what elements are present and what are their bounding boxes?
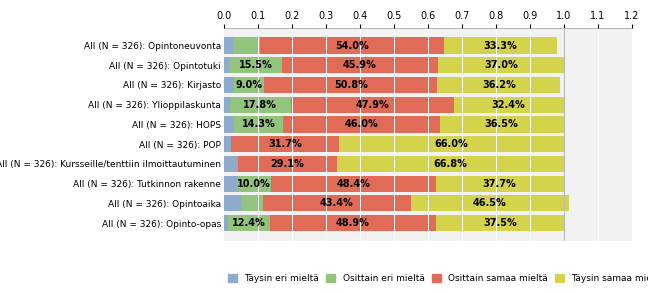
Text: 12.4%: 12.4% bbox=[232, 218, 266, 228]
Bar bbox=[282, 57, 438, 73]
Bar bbox=[454, 97, 564, 113]
Bar bbox=[270, 215, 436, 231]
Bar bbox=[224, 156, 238, 172]
Bar bbox=[229, 57, 282, 73]
Bar bbox=[439, 117, 564, 133]
Text: 15.5%: 15.5% bbox=[238, 60, 272, 70]
Bar bbox=[224, 77, 234, 93]
Text: 31.7%: 31.7% bbox=[268, 139, 302, 149]
Bar bbox=[230, 97, 290, 113]
Bar bbox=[224, 57, 229, 73]
Bar bbox=[336, 156, 564, 172]
Text: 43.4%: 43.4% bbox=[320, 198, 354, 208]
Bar bbox=[224, 215, 227, 231]
Bar bbox=[435, 175, 564, 192]
Bar bbox=[224, 97, 230, 113]
Text: 50.8%: 50.8% bbox=[334, 80, 367, 90]
Text: 37.7%: 37.7% bbox=[483, 179, 516, 189]
Bar bbox=[235, 117, 283, 133]
Text: 10.0%: 10.0% bbox=[237, 179, 271, 189]
Bar bbox=[444, 37, 557, 54]
Text: 48.9%: 48.9% bbox=[336, 218, 370, 228]
Text: 45.9%: 45.9% bbox=[343, 60, 376, 70]
Text: 46.0%: 46.0% bbox=[345, 119, 378, 129]
Text: 17.8%: 17.8% bbox=[244, 100, 277, 110]
Bar bbox=[436, 215, 564, 231]
Bar bbox=[283, 117, 439, 133]
Bar bbox=[224, 136, 231, 152]
Text: 66.0%: 66.0% bbox=[435, 139, 469, 149]
Text: 46.5%: 46.5% bbox=[473, 198, 507, 208]
Text: 66.8%: 66.8% bbox=[434, 159, 467, 169]
Bar bbox=[264, 77, 437, 93]
Text: 14.3%: 14.3% bbox=[242, 119, 275, 129]
Bar bbox=[227, 215, 270, 231]
Text: 37.5%: 37.5% bbox=[483, 218, 517, 228]
Bar bbox=[224, 37, 233, 54]
Bar bbox=[437, 77, 561, 93]
Bar bbox=[234, 77, 264, 93]
Bar bbox=[438, 57, 564, 73]
Bar bbox=[237, 175, 271, 192]
Bar bbox=[340, 136, 564, 152]
Text: 47.9%: 47.9% bbox=[355, 100, 389, 110]
Text: 32.4%: 32.4% bbox=[492, 100, 526, 110]
Text: 54.0%: 54.0% bbox=[335, 41, 369, 51]
Bar bbox=[271, 175, 435, 192]
Bar bbox=[224, 117, 235, 133]
Text: 37.0%: 37.0% bbox=[484, 60, 518, 70]
Bar bbox=[260, 37, 444, 54]
Bar bbox=[411, 195, 569, 211]
Bar bbox=[241, 195, 263, 211]
Bar bbox=[290, 97, 454, 113]
Bar bbox=[263, 195, 411, 211]
Text: 36.2%: 36.2% bbox=[482, 80, 516, 90]
Text: 48.4%: 48.4% bbox=[336, 179, 370, 189]
Bar bbox=[224, 175, 237, 192]
Text: 29.1%: 29.1% bbox=[270, 159, 304, 169]
Legend: Täysin eri mieltä, Osittain eri mieltä, Osittain samaa mieltä, Täysin samaa miel: Täysin eri mieltä, Osittain eri mieltä, … bbox=[228, 274, 648, 283]
Bar bbox=[233, 37, 260, 54]
Bar bbox=[231, 136, 340, 152]
Text: 9.0%: 9.0% bbox=[236, 80, 262, 90]
Bar bbox=[224, 195, 241, 211]
Text: 33.3%: 33.3% bbox=[483, 41, 517, 51]
Text: 36.5%: 36.5% bbox=[485, 119, 518, 129]
Bar bbox=[238, 156, 336, 172]
